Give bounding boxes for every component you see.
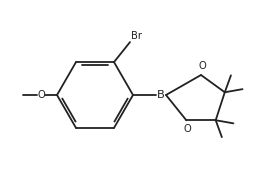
Text: O: O [183, 124, 191, 134]
Text: Br: Br [131, 31, 142, 41]
Text: B: B [157, 90, 165, 100]
Text: O: O [37, 90, 45, 100]
Text: O: O [198, 61, 206, 71]
